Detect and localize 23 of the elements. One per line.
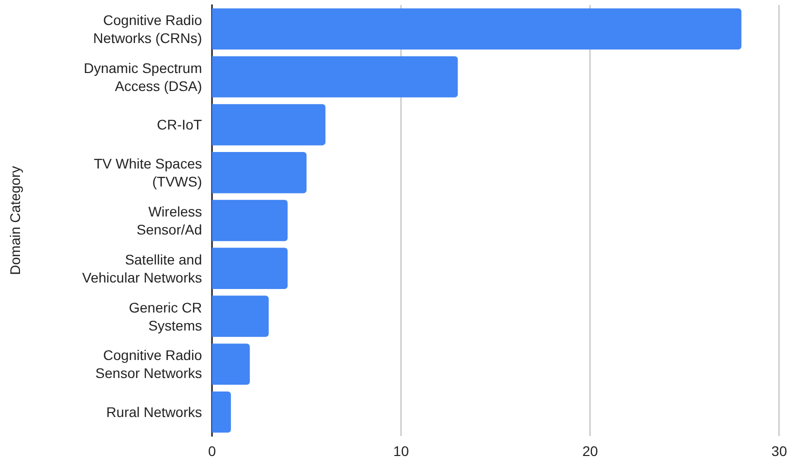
bar (212, 56, 458, 98)
bar (212, 344, 250, 385)
bar (212, 8, 742, 50)
y-tick-label: CR-IoT (156, 116, 202, 133)
bar (212, 248, 288, 289)
y-tick-label: Wireless Sensor/Ad (136, 204, 202, 238)
y-tick-label: Cognitive Radio Sensor Networks (95, 347, 202, 382)
bar (212, 296, 269, 337)
bar (212, 152, 307, 194)
x-tick-label: 0 (208, 443, 216, 459)
x-tick-label: 20 (582, 443, 598, 459)
y-tick-label: Generic CR Systems (128, 299, 202, 334)
x-tick-label: 30 (771, 443, 788, 459)
bar (212, 391, 231, 433)
y-axis-title: Domain Category (7, 166, 23, 275)
y-tick-label: Satellite and Vehicular Networks (82, 251, 202, 286)
y-tick-label: Rural Networks (106, 404, 202, 420)
bar (212, 200, 288, 242)
bar (212, 104, 326, 146)
x-tick-label: 10 (393, 443, 410, 459)
y-tick-label: Dynamic Spectrum Access (DSA) (84, 60, 202, 94)
y-tick-label: TV White Spaces (TVWS) (94, 156, 202, 190)
y-tick-label: Cognitive Radio Networks (CRNs) (93, 12, 202, 46)
